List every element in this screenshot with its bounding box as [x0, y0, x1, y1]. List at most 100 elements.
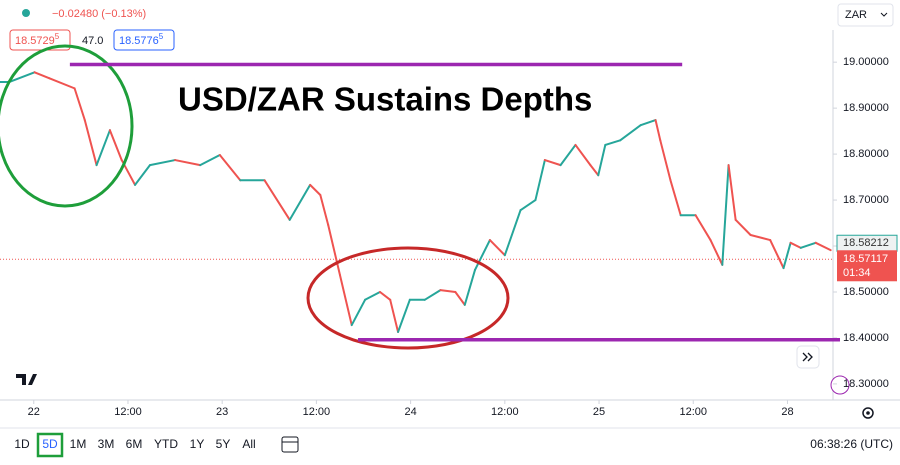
- timeframe-button[interactable]: 3M: [98, 437, 115, 451]
- active-timeframe-box[interactable]: [36, 432, 64, 458]
- bid-box[interactable]: [9, 29, 71, 51]
- price-segment: [734, 218, 752, 236]
- timeframe-button[interactable]: 5D: [42, 437, 58, 451]
- price-segment: [503, 209, 522, 257]
- x-tick-label: 12:00: [303, 406, 331, 418]
- price-segment: [669, 179, 682, 217]
- price-segment: [604, 139, 622, 146]
- price-segment: [350, 298, 367, 327]
- price-segment: [108, 129, 123, 162]
- y-tick-label: 18.80000: [843, 148, 889, 160]
- price-segment: [364, 290, 381, 301]
- bid-price[interactable]: 18.57295: [15, 32, 60, 47]
- price-segment: [134, 164, 151, 186]
- scroll-icon: [802, 352, 813, 362]
- price-segment: [319, 194, 330, 226]
- price-segment: [721, 164, 730, 266]
- x-tick-label: 12:00: [491, 406, 519, 418]
- price-segment: [73, 87, 86, 122]
- highlight-ellipse: [0, 44, 134, 208]
- price-segment: [83, 119, 98, 167]
- y-tick-label: 19.00000: [843, 56, 889, 68]
- price-segment: [338, 273, 353, 327]
- price-segment: [199, 154, 221, 167]
- countdown-label: 01:34: [843, 267, 871, 279]
- x-tick-label: 12:00: [679, 406, 707, 418]
- highlight-ellipse: [306, 246, 510, 350]
- x-tick-label: 12:00: [114, 406, 142, 418]
- price-segment: [174, 159, 202, 167]
- scroll-button[interactable]: [796, 345, 820, 369]
- price-segment: [534, 159, 546, 202]
- logo: [16, 374, 37, 385]
- price-segment: [639, 119, 657, 127]
- timeframe-button[interactable]: YTD: [154, 437, 178, 451]
- price-segment: [589, 164, 600, 177]
- price-segment: [389, 298, 400, 333]
- bid-main: 18.5729: [15, 35, 55, 47]
- timeframe-button[interactable]: 5Y: [216, 437, 231, 451]
- calendar-icon[interactable]: [281, 436, 299, 453]
- ask-main: 18.5776: [119, 35, 159, 47]
- price-segment: [327, 223, 341, 276]
- price-segment: [288, 183, 312, 221]
- price-segment: [378, 290, 392, 301]
- price-segment: [659, 139, 672, 182]
- y-tick-label: 18.90000: [843, 102, 889, 114]
- settings-icon[interactable]: [862, 407, 874, 419]
- price-segment: [148, 159, 177, 167]
- price-segment: [263, 179, 291, 221]
- price-segment: [33, 71, 51, 80]
- price-segment: [95, 129, 111, 167]
- ask-box[interactable]: [113, 29, 175, 51]
- status-dot: [22, 9, 30, 17]
- last-price-label: 18.57117: [843, 253, 888, 265]
- price-segment: [463, 268, 476, 306]
- timeframe-button[interactable]: 1Y: [190, 437, 205, 451]
- price-segment: [439, 289, 457, 293]
- settings-center: [866, 411, 870, 415]
- ask-pip: 5: [159, 32, 164, 41]
- price-segment: [423, 289, 442, 301]
- price-segment: [799, 241, 817, 249]
- price-segment: [309, 183, 322, 197]
- reference-price-label: 18.58212: [843, 237, 889, 249]
- x-tick-label: 22: [28, 406, 40, 418]
- clock: 06:38:26 (UTC): [810, 437, 893, 451]
- timeframe-button[interactable]: All: [242, 437, 255, 451]
- x-tick-label: 28: [781, 406, 793, 418]
- price-segment: [218, 154, 242, 182]
- price-segment: [694, 214, 712, 242]
- timeframe-bar: 1D 5D 1M 3M 6M YTD 1Y 5Y All: [14, 432, 256, 458]
- ask-price[interactable]: 18.57765: [119, 32, 164, 47]
- timeframe-button[interactable]: 1D: [14, 437, 30, 451]
- price-segment: [488, 239, 506, 257]
- price-segment: [48, 77, 76, 90]
- price-segment: [727, 164, 737, 221]
- timeframe-button[interactable]: 6M: [126, 437, 143, 451]
- price-segment: [574, 143, 592, 167]
- price-segment: [519, 199, 537, 212]
- y-tick-label: 18.40000: [843, 332, 889, 344]
- currency-dropdown[interactable]: [837, 3, 894, 27]
- price-segment: [619, 124, 642, 142]
- price-segment: [543, 159, 562, 167]
- price-segment: [769, 239, 785, 270]
- last-price-tag: [837, 250, 897, 282]
- x-tick-label: 24: [404, 406, 416, 418]
- y-tick-label: 18.70000: [843, 194, 889, 206]
- timeframe-button[interactable]: 1M: [70, 437, 87, 451]
- price-segment: [814, 241, 832, 252]
- price-segment: [8, 71, 36, 83]
- spread: 47.0: [82, 35, 103, 47]
- chart-title: USD/ZAR Sustains Depths: [178, 81, 592, 118]
- alert-button[interactable]: [830, 375, 850, 395]
- price-segment: [789, 241, 802, 249]
- price-segment: [709, 239, 724, 266]
- x-tick-label: 23: [216, 406, 228, 418]
- price-segment: [473, 239, 491, 271]
- currency-label[interactable]: ZAR: [845, 9, 867, 21]
